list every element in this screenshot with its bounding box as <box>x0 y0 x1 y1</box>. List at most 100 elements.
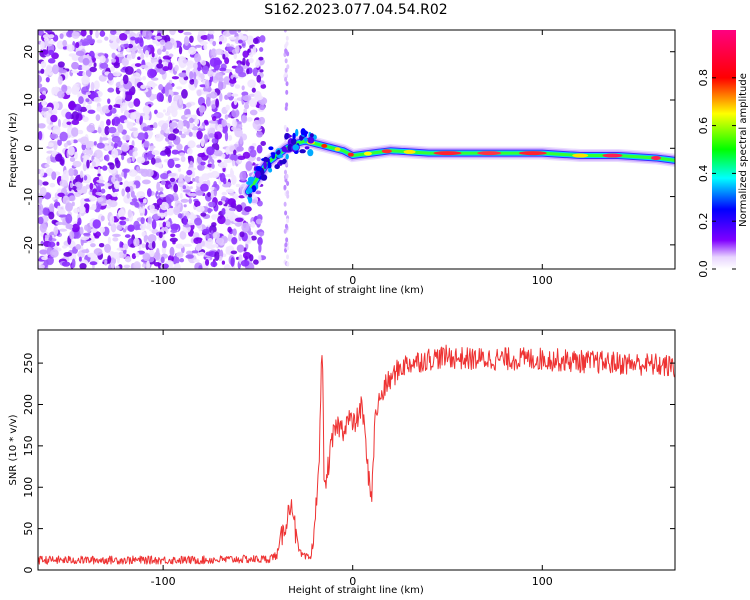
noise-speck <box>92 188 98 198</box>
noise-speck <box>220 119 227 127</box>
noise-speck <box>71 223 80 233</box>
noise-speck <box>96 106 102 112</box>
noise-speck <box>85 204 90 214</box>
noise-speck <box>50 249 59 258</box>
noise-speck <box>219 67 227 72</box>
noise-speck <box>159 201 169 211</box>
noise-speck <box>70 103 77 108</box>
noise-speck <box>119 216 127 221</box>
noise-speck <box>57 90 65 99</box>
noise-speck <box>47 142 54 148</box>
noise-speck <box>80 236 90 241</box>
signal-blob <box>276 154 284 159</box>
signal-blob <box>300 128 306 136</box>
noise-speck <box>96 183 105 187</box>
noise-speck <box>234 217 244 223</box>
noise-speck <box>83 175 88 181</box>
noise-speck <box>81 186 88 195</box>
noise-speck <box>38 179 43 187</box>
noise-speck <box>177 177 185 188</box>
noise-speck <box>199 41 208 46</box>
noise-speck <box>107 98 111 104</box>
noise-speck <box>70 253 77 259</box>
noise-speck <box>215 48 224 55</box>
signal-blob <box>281 146 287 153</box>
signal-hotspot <box>477 151 502 156</box>
noise-speck <box>258 116 266 125</box>
noise-speck <box>82 116 89 123</box>
noise-speck <box>256 156 261 162</box>
noise-speck <box>211 222 217 227</box>
noise-speck <box>285 81 289 87</box>
noise-speck <box>160 256 165 264</box>
noise-speck <box>158 59 163 65</box>
noise-speck <box>116 247 126 251</box>
signal-hotspot <box>381 149 392 154</box>
noise-speck <box>174 263 181 269</box>
noise-speck <box>126 192 130 199</box>
noise-speck <box>39 222 47 233</box>
noise-speck <box>136 166 140 172</box>
noise-speck <box>283 169 287 175</box>
noise-speck <box>93 62 97 68</box>
noise-speck <box>259 47 264 52</box>
noise-speck <box>115 265 120 269</box>
noise-speck <box>41 256 48 261</box>
noise-speck <box>125 186 131 193</box>
noise-speck <box>39 94 46 100</box>
noise-speck <box>100 188 106 194</box>
noise-speck <box>246 35 255 46</box>
noise-speck <box>156 198 163 206</box>
noise-speck <box>112 71 121 77</box>
noise-speck <box>224 131 229 142</box>
noise-speck <box>244 103 250 110</box>
y-tick-label: 100 <box>22 477 35 498</box>
noise-speck <box>128 101 135 109</box>
noise-speck <box>139 115 144 124</box>
noise-speck <box>183 31 192 36</box>
noise-speck <box>169 237 178 243</box>
noise-speck <box>258 56 264 61</box>
noise-speck <box>243 108 248 114</box>
noise-speck <box>159 187 164 193</box>
noise-speck <box>257 200 263 207</box>
noise-speck <box>210 230 214 240</box>
noise-speck <box>72 139 78 144</box>
noise-speck <box>241 115 248 124</box>
noise-speck <box>91 161 96 167</box>
noise-speck <box>41 99 46 107</box>
noise-speck <box>144 50 150 58</box>
noise-speck <box>205 96 211 107</box>
noise-speck <box>285 35 289 41</box>
noise-speck <box>248 93 256 97</box>
noise-speck <box>217 159 222 163</box>
noise-speck <box>285 41 289 47</box>
noise-speck <box>176 86 183 90</box>
noise-speck <box>49 182 56 188</box>
noise-speck <box>201 65 210 75</box>
noise-speck <box>126 121 134 130</box>
noise-speck <box>154 109 158 115</box>
signal-hotspot <box>403 149 416 154</box>
noise-speck <box>41 107 49 112</box>
noise-speck <box>105 193 113 201</box>
noise-speck <box>38 216 44 225</box>
noise-speck <box>193 78 198 88</box>
noise-speck <box>89 165 94 169</box>
noise-speck <box>212 40 217 47</box>
noise-speck <box>113 142 118 149</box>
noise-speck <box>56 241 60 246</box>
noise-speck <box>223 159 233 164</box>
noise-speck <box>58 214 68 218</box>
noise-speck <box>142 252 151 262</box>
noise-speck <box>167 141 173 145</box>
noise-speck <box>135 251 140 258</box>
noise-speck <box>90 228 98 233</box>
noise-speck <box>68 168 75 177</box>
colorbar-tick-label: 0.6 <box>697 117 710 135</box>
noise-speck <box>86 159 90 169</box>
x-tick-label: 100 <box>532 575 553 588</box>
noise-speck <box>177 120 184 130</box>
noise-speck <box>107 236 112 245</box>
x-tick-label: -100 <box>151 575 176 588</box>
